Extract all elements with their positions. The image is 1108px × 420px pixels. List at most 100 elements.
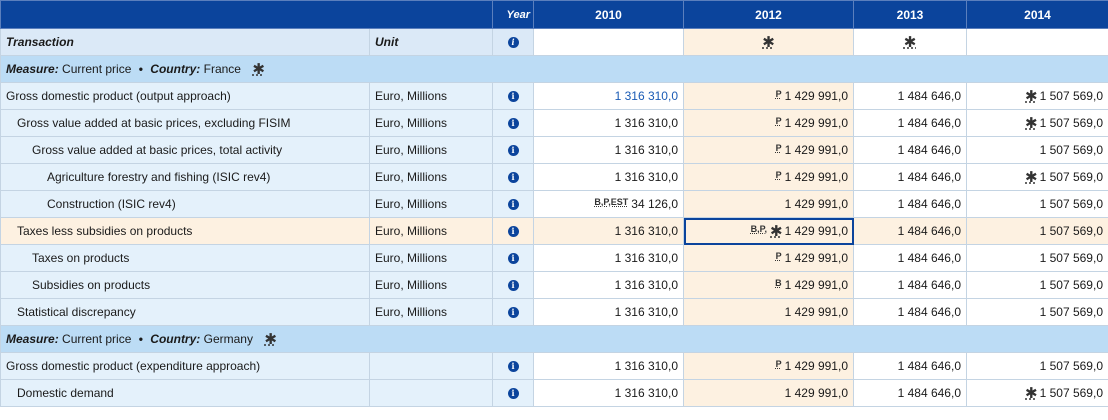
- value-2010[interactable]: 1 316 310,0: [533, 352, 684, 380]
- info-cell[interactable]: i: [492, 271, 534, 299]
- table-row: Statistical discrepancy Euro, Millions i…: [0, 298, 1108, 326]
- transaction-header[interactable]: Transaction: [0, 28, 370, 56]
- table-row: Construction (ISIC rev4) Euro, Millions …: [0, 190, 1108, 218]
- row-label: Domestic demand: [0, 379, 370, 407]
- year-column-2010[interactable]: 2010: [533, 0, 684, 29]
- info-icon[interactable]: i: [507, 280, 519, 292]
- value-2014[interactable]: ✱ 1 507 569,0: [966, 379, 1108, 407]
- info-icon[interactable]: i: [507, 37, 519, 49]
- info-icon[interactable]: i: [507, 388, 519, 400]
- year-column-2014[interactable]: 2014: [966, 0, 1108, 29]
- value-2010[interactable]: 1 316 310,0: [533, 217, 684, 245]
- value-2012[interactable]: 1 429 991,0: [683, 298, 854, 326]
- value-2012-selected[interactable]: B,P, ✱ 1 429 991,0: [683, 217, 854, 245]
- value-2013[interactable]: 1 484 646,0: [853, 217, 967, 245]
- info-cell[interactable]: i: [492, 163, 534, 191]
- value-2010[interactable]: 1 316 310,0: [533, 244, 684, 272]
- asterisk-icon[interactable]: ✱: [1025, 115, 1038, 132]
- value-2014[interactable]: ✱ 1 507 569,0: [966, 82, 1108, 110]
- value-2014[interactable]: 1 507 569,0: [966, 217, 1108, 245]
- info-cell[interactable]: i: [492, 217, 534, 245]
- asterisk-icon[interactable]: ✱: [1025, 88, 1038, 105]
- value-2010[interactable]: 1 316 310,0: [533, 379, 684, 407]
- value-2013[interactable]: 1 484 646,0: [853, 271, 967, 299]
- info-cell[interactable]: i: [492, 379, 534, 407]
- value-2013[interactable]: 1 484 646,0: [853, 244, 967, 272]
- info-cell[interactable]: i: [492, 298, 534, 326]
- value-text: 1 429 991,0: [784, 170, 848, 184]
- asterisk-icon[interactable]: ✱: [770, 223, 783, 240]
- year-dimension-label[interactable]: Year: [492, 0, 534, 29]
- status-flag[interactable]: B: [775, 278, 782, 288]
- unit-header[interactable]: Unit: [369, 28, 493, 56]
- status-flag[interactable]: P: [775, 170, 782, 180]
- value-2013[interactable]: 1 484 646,0: [853, 82, 967, 110]
- asterisk-icon[interactable]: ✱: [903, 34, 917, 51]
- value-2014[interactable]: 1 507 569,0: [966, 298, 1108, 326]
- value-2010[interactable]: B,P,EST 34 126,0: [533, 190, 684, 218]
- info-icon[interactable]: i: [507, 199, 519, 211]
- year-column-2012[interactable]: 2012: [683, 0, 854, 29]
- info-cell[interactable]: i: [492, 244, 534, 272]
- value-2014[interactable]: 1 507 569,0: [966, 352, 1108, 380]
- info-icon[interactable]: i: [507, 118, 519, 130]
- value-2014[interactable]: ✱ 1 507 569,0: [966, 163, 1108, 191]
- asterisk-icon[interactable]: ✱: [762, 34, 775, 51]
- value-2014[interactable]: 1 507 569,0: [966, 271, 1108, 299]
- value-2010[interactable]: 1 316 310,0: [533, 298, 684, 326]
- value-2013[interactable]: 1 484 646,0: [853, 379, 967, 407]
- value-2013[interactable]: 1 484 646,0: [853, 109, 967, 137]
- info-icon[interactable]: i: [507, 172, 519, 184]
- value-2013[interactable]: 1 484 646,0: [853, 163, 967, 191]
- info-cell[interactable]: i: [492, 190, 534, 218]
- info-cell[interactable]: i: [492, 352, 534, 380]
- value-2010[interactable]: 1 316 310,0: [533, 271, 684, 299]
- info-icon[interactable]: i: [507, 307, 519, 319]
- year-column-2013[interactable]: 2013: [853, 0, 967, 29]
- status-flag[interactable]: B,P,EST: [594, 197, 629, 207]
- info-icon[interactable]: i: [507, 145, 519, 157]
- value-2010[interactable]: 1 316 310,0: [533, 136, 684, 164]
- status-flag[interactable]: P: [775, 359, 782, 369]
- status-flag[interactable]: P: [775, 89, 782, 99]
- flag-cell-2012: ✱: [683, 28, 854, 56]
- info-icon[interactable]: i: [507, 253, 519, 265]
- info-cell[interactable]: i: [492, 136, 534, 164]
- status-flag[interactable]: B,P,: [750, 224, 768, 234]
- status-flag[interactable]: P: [775, 251, 782, 261]
- value-2014[interactable]: 1 507 569,0: [966, 190, 1108, 218]
- info-icon[interactable]: i: [507, 91, 519, 103]
- asterisk-icon[interactable]: ✱: [264, 331, 277, 348]
- value-2012[interactable]: 1 429 991,0: [683, 190, 854, 218]
- info-cell[interactable]: i: [492, 82, 534, 110]
- info-cell[interactable]: i: [492, 28, 534, 56]
- status-flag[interactable]: P: [775, 116, 782, 126]
- info-icon[interactable]: i: [507, 361, 519, 373]
- info-cell[interactable]: i: [492, 109, 534, 137]
- value-2014[interactable]: 1 507 569,0: [966, 244, 1108, 272]
- value-2014[interactable]: ✱ 1 507 569,0: [966, 109, 1108, 137]
- value-2012[interactable]: 1 429 991,0: [683, 379, 854, 407]
- table-row: Taxes on products Euro, Millions i 1 316…: [0, 244, 1108, 272]
- value-2014[interactable]: 1 507 569,0: [966, 136, 1108, 164]
- status-flag[interactable]: P: [775, 143, 782, 153]
- info-icon[interactable]: i: [507, 226, 519, 238]
- value-2013[interactable]: 1 484 646,0: [853, 190, 967, 218]
- asterisk-icon[interactable]: ✱: [252, 61, 265, 78]
- value-2013[interactable]: 1 484 646,0: [853, 352, 967, 380]
- asterisk-icon[interactable]: ✱: [1025, 385, 1038, 402]
- value-2013[interactable]: 1 484 646,0: [853, 136, 967, 164]
- value-2010[interactable]: 1 316 310,0: [533, 163, 684, 191]
- asterisk-icon[interactable]: ✱: [1025, 169, 1038, 186]
- value-2010[interactable]: 1 316 310,0: [533, 82, 684, 110]
- value-2013[interactable]: 1 484 646,0: [853, 298, 967, 326]
- value-2010[interactable]: 1 316 310,0: [533, 109, 684, 137]
- row-label: Gross domestic product (output approach): [0, 82, 370, 110]
